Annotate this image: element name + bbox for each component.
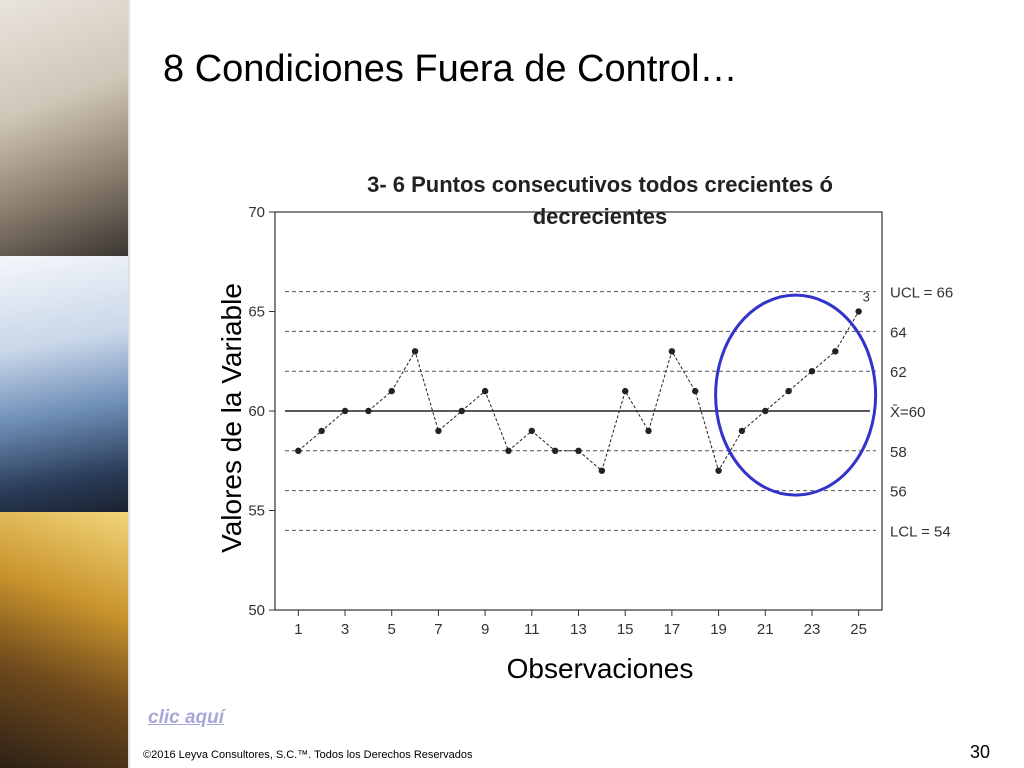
- x-tick-label: 9: [481, 621, 489, 638]
- data-point: [551, 447, 559, 454]
- data-point: [365, 407, 372, 415]
- highlight-circle: [714, 293, 878, 497]
- data-point: [762, 407, 769, 415]
- data-point: [458, 407, 465, 415]
- x-tick-label: 7: [434, 621, 442, 638]
- data-point: [411, 348, 419, 355]
- data-point: [738, 427, 746, 435]
- y-tick-label: 65: [248, 304, 265, 321]
- data-point: [318, 427, 325, 435]
- x-tick-label: 25: [850, 621, 867, 638]
- footer-copyright: ©2016 Leyva Consultores, S.C.™. Todos lo…: [143, 749, 473, 761]
- y-tick-label: 60: [248, 403, 265, 420]
- photo-strip-divider: [128, 0, 130, 768]
- data-point: [435, 427, 442, 435]
- series-line: [298, 311, 860, 472]
- center-line-label: X̄=60: [890, 404, 925, 421]
- data-point: [528, 427, 536, 435]
- x-tick-label: 1: [294, 621, 302, 638]
- x-axis-label: Observaciones: [507, 653, 694, 684]
- photo-office-laptop: [0, 256, 128, 512]
- control-chart-svg: UCL = 66 64 62 58 56 LCL = 54 X̄=60 50 55 60 65 70 1…: [216, 172, 953, 684]
- x-tick-label: 19: [710, 621, 727, 638]
- reference-line-label: 64: [890, 324, 907, 341]
- x-tick-label: 3: [341, 621, 349, 638]
- y-tick-label: 70: [248, 204, 265, 221]
- y-tick-label: 55: [248, 503, 265, 520]
- x-tick-label: 15: [617, 621, 634, 638]
- x-tick-label: 21: [757, 621, 774, 638]
- data-point: [295, 447, 302, 454]
- reference-line-label: UCL = 66: [890, 285, 953, 302]
- chart-title-line-1: 3- 6 Puntos consecutivos todos creciente…: [367, 172, 833, 197]
- x-tick-label: 11: [524, 621, 540, 638]
- data-point: [598, 467, 606, 474]
- point-annotation: 3: [863, 290, 870, 305]
- data-point: [481, 387, 489, 395]
- data-point: [668, 348, 676, 355]
- control-chart: UCL = 66 64 62 58 56 LCL = 54 X̄=60 50 55 60 65 70 1…: [140, 160, 1020, 700]
- reference-line-label: 62: [890, 364, 907, 381]
- slide-title: 8 Condiciones Fuera de Control…: [163, 48, 738, 90]
- x-tick-label: 23: [804, 621, 821, 638]
- data-point: [621, 387, 629, 395]
- x-tick-label: 5: [388, 621, 396, 638]
- reference-line-label: LCL = 54: [890, 523, 951, 540]
- data-point: [715, 467, 722, 474]
- photo-strip: [0, 0, 128, 768]
- reference-line-label: 56: [890, 484, 907, 501]
- data-point: [692, 387, 699, 395]
- x-tick-label: 13: [570, 621, 587, 638]
- data-point: [855, 308, 862, 315]
- data-point: [832, 348, 839, 355]
- data-point: [388, 387, 395, 395]
- photo-man-reading: [0, 0, 128, 256]
- data-point: [575, 447, 582, 454]
- data-point: [785, 387, 792, 395]
- data-point: [341, 407, 349, 415]
- chart-title-line-2: decrecientes: [533, 204, 668, 229]
- data-point: [645, 427, 652, 435]
- reference-line-label: 58: [890, 444, 907, 461]
- photo-man-phone: [0, 512, 128, 768]
- data-point: [505, 447, 512, 454]
- x-tick-label: 17: [664, 621, 681, 638]
- y-axis-label: Valores de la Variable: [216, 283, 247, 553]
- data-point: [808, 368, 816, 375]
- clic-aqui-link[interactable]: clic aquí: [148, 707, 225, 728]
- page-number: 30: [969, 742, 990, 762]
- y-tick-label: 50: [248, 602, 265, 619]
